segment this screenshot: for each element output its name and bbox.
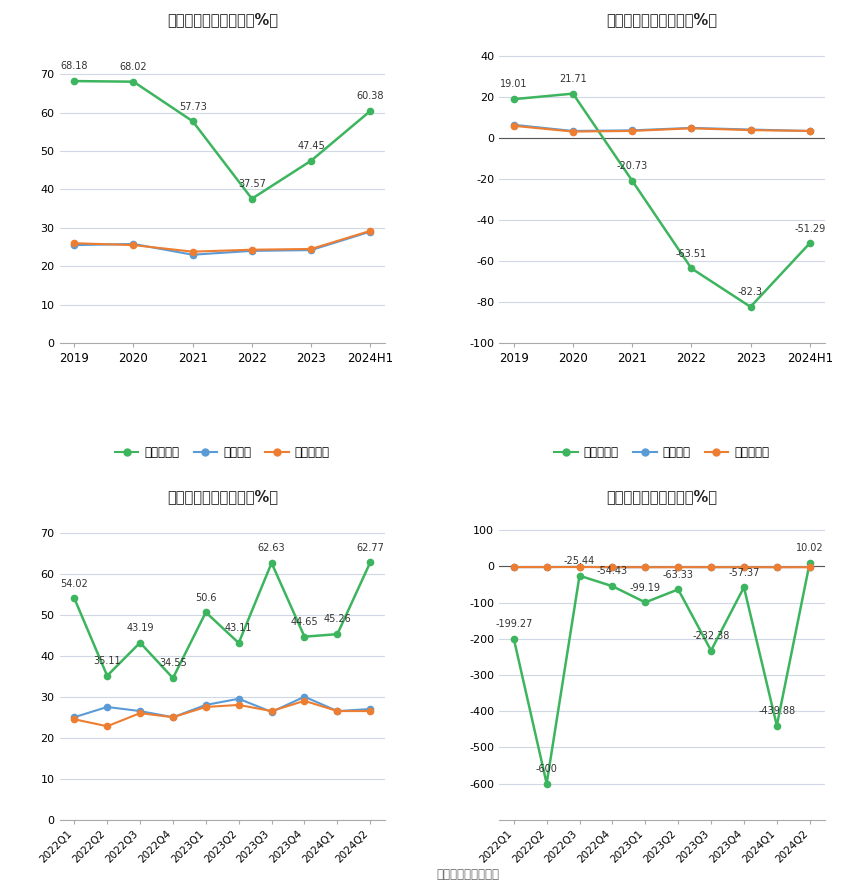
Text: -439.88: -439.88: [758, 706, 796, 715]
Text: 数据来源：恒生聚源: 数据来源：恒生聚源: [436, 868, 499, 880]
Text: -82.3: -82.3: [738, 287, 763, 297]
Text: 60.38: 60.38: [356, 92, 384, 102]
Text: -232.38: -232.38: [693, 631, 730, 641]
Text: 34.55: 34.55: [159, 658, 187, 668]
Text: 50.6: 50.6: [195, 593, 217, 602]
Text: -57.37: -57.37: [728, 568, 760, 577]
Text: 19.01: 19.01: [500, 79, 528, 89]
Text: 62.77: 62.77: [356, 543, 384, 552]
Text: 68.18: 68.18: [60, 61, 88, 71]
Text: -25.44: -25.44: [564, 556, 595, 566]
Text: 45.26: 45.26: [324, 615, 351, 625]
Title: 季度毛利率变化情况（%）: 季度毛利率变化情况（%）: [167, 489, 278, 504]
Text: -600: -600: [536, 764, 558, 773]
Text: 35.11: 35.11: [94, 656, 121, 666]
Text: -63.33: -63.33: [663, 569, 694, 580]
Text: 62.63: 62.63: [258, 544, 286, 553]
Title: 季度净利率变化情况（%）: 季度净利率变化情况（%）: [606, 489, 717, 504]
Text: -199.27: -199.27: [495, 619, 532, 629]
Text: 57.73: 57.73: [178, 102, 207, 111]
Title: 历年净利率变化情况（%）: 历年净利率变化情况（%）: [606, 12, 717, 28]
Text: 54.02: 54.02: [60, 578, 88, 589]
Text: 10.02: 10.02: [796, 544, 824, 553]
Text: -51.29: -51.29: [794, 224, 825, 233]
Text: -99.19: -99.19: [630, 583, 660, 593]
Text: -54.43: -54.43: [597, 567, 628, 576]
Text: 37.57: 37.57: [238, 179, 266, 189]
Text: 21.71: 21.71: [559, 74, 586, 84]
Legend: 公司净利率, 行业均值, 行业中位数: 公司净利率, 行业均值, 行业中位数: [550, 441, 774, 463]
Text: 43.19: 43.19: [127, 623, 154, 633]
Text: -63.51: -63.51: [676, 249, 707, 258]
Legend: 公司毛利率, 行业均值, 行业中位数: 公司毛利率, 行业均值, 行业中位数: [110, 441, 334, 463]
Text: -20.73: -20.73: [616, 161, 648, 171]
Text: 44.65: 44.65: [291, 617, 318, 627]
Title: 历年毛利率变化情况（%）: 历年毛利率变化情况（%）: [167, 12, 278, 28]
Text: 47.45: 47.45: [298, 141, 325, 151]
Text: 43.11: 43.11: [225, 624, 252, 634]
Text: 68.02: 68.02: [120, 62, 147, 72]
